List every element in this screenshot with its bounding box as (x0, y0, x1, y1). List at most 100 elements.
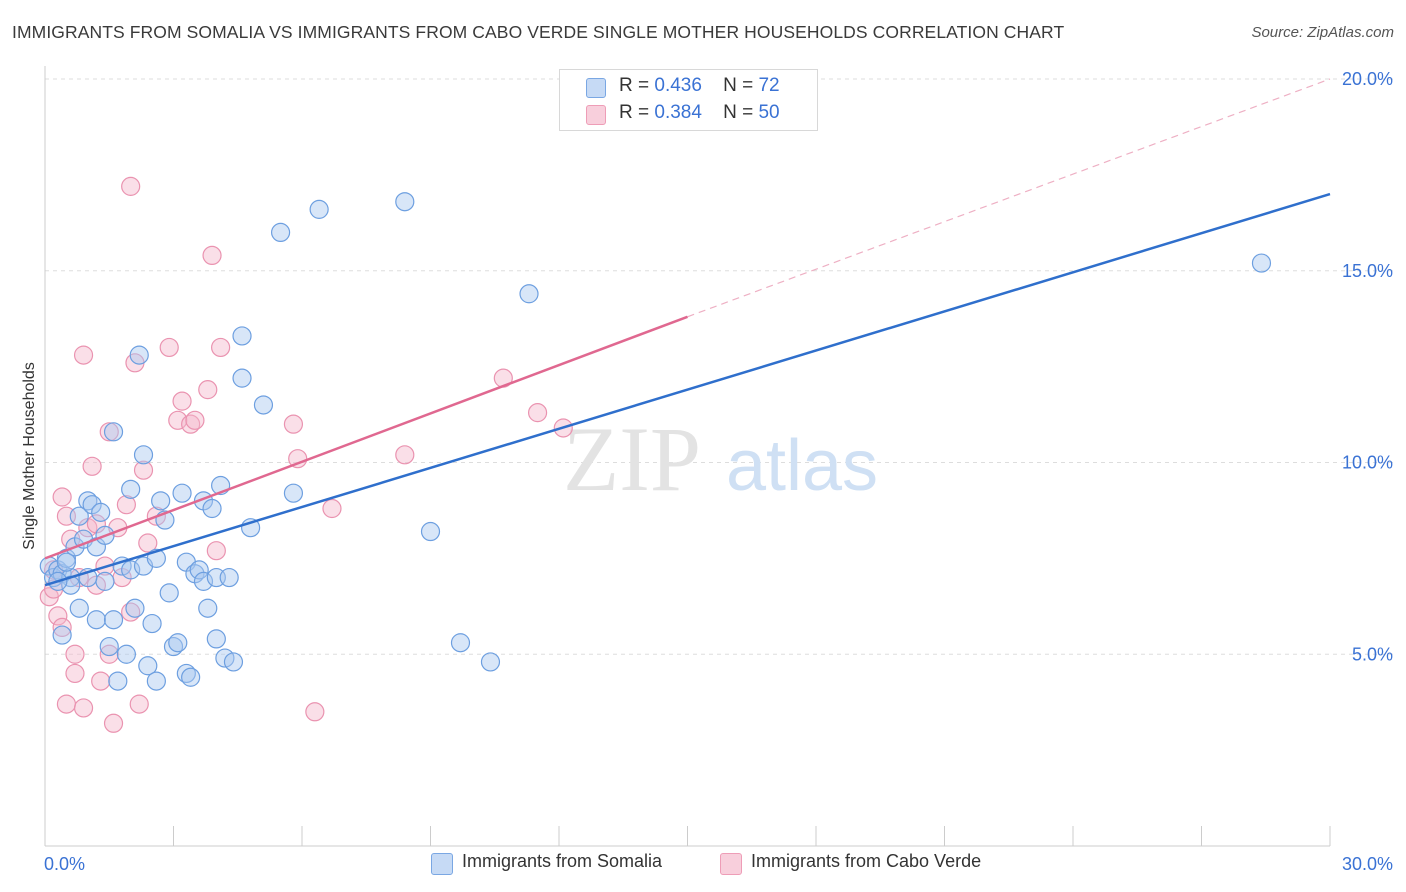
legend-r-label: R = (619, 75, 650, 96)
axes (44, 66, 1331, 847)
trend-lines (44, 78, 1331, 587)
caboverde-point (283, 414, 304, 434)
y-tick-label: 10.0% (1342, 453, 1393, 473)
caboverde-point (138, 533, 158, 553)
caboverde-point (99, 422, 119, 442)
somalia-point (108, 671, 128, 691)
somalia-point (181, 667, 201, 687)
somalia-point (91, 502, 111, 522)
somalia-point (99, 636, 119, 657)
somalia-point (253, 395, 274, 415)
caboverde-point (52, 617, 72, 638)
somalia-points (39, 192, 1272, 691)
chart-title: IMMIGRANTS FROM SOMALIA VS IMMIGRANTS FR… (12, 22, 1065, 42)
somalia-point (219, 567, 239, 588)
somalia-point (519, 284, 539, 304)
caboverde-point (185, 410, 205, 430)
somalia-point (52, 625, 72, 645)
caboverde-legend-swatch (720, 853, 742, 875)
somalia-point (168, 633, 188, 653)
caboverde-point (65, 644, 85, 664)
x-tick-label: 0.0% (44, 854, 85, 874)
grid-lines (45, 78, 1395, 655)
caboverde-point (129, 694, 149, 714)
caboverde-point (527, 403, 548, 423)
somalia-point (172, 483, 192, 503)
somalia-point (69, 506, 89, 526)
caboverde-point (133, 460, 154, 480)
watermark-zip: ZIP (563, 408, 701, 510)
somalia-point (232, 326, 252, 346)
source-label: Source: ZipAtlas.com (1251, 24, 1394, 41)
somalia-point (56, 552, 77, 572)
caboverde-point (99, 644, 119, 664)
somalia-point (125, 598, 145, 618)
caboverde-trend-line (44, 315, 688, 560)
caboverde-point (168, 410, 188, 430)
caboverde-point (172, 391, 192, 411)
somalia-point (232, 368, 252, 388)
y-tick-label: 5.0% (1352, 644, 1393, 664)
caboverde-point (73, 345, 94, 365)
caboverde-point (116, 495, 136, 515)
caboverde-point (202, 245, 222, 266)
somalia-point (206, 629, 226, 649)
somalia-point (121, 479, 141, 499)
somalia-r-value: 0.436 (654, 75, 702, 96)
somalia-point (189, 560, 209, 580)
somalia-point (1251, 253, 1272, 273)
somalia-point (223, 652, 244, 672)
caboverde-legend-label: Immigrants from Cabo Verde (751, 851, 982, 871)
caboverde-point (73, 698, 94, 718)
somalia-trend-line (44, 192, 1331, 587)
tick-labels: 5.0% 10.0% 15.0% 20.0% 0.0% 30.0% (44, 69, 1393, 874)
somalia-point (270, 222, 291, 242)
somalia-point (69, 598, 89, 618)
somalia-point (309, 199, 329, 219)
somalia-point (86, 610, 107, 630)
caboverde-point (91, 671, 111, 691)
caboverde-point (82, 456, 102, 476)
caboverde-trend-extension (687, 78, 1331, 318)
caboverde-point (211, 337, 231, 358)
somalia-legend-label: Immigrants from Somalia (462, 851, 663, 871)
somalia-point (151, 491, 171, 511)
somalia-point (121, 560, 141, 580)
caboverde-point (198, 380, 218, 400)
somalia-point (103, 610, 124, 630)
somalia-n-value: 72 (758, 75, 780, 96)
somalia-point (116, 644, 136, 664)
caboverde-point (206, 541, 226, 561)
caboverde-point (305, 702, 325, 722)
somalia-point (420, 521, 441, 542)
somalia-point (95, 571, 115, 591)
caboverde-point (395, 445, 415, 465)
y-tick-label: 15.0% (1342, 261, 1393, 281)
caboverde-point (65, 663, 85, 684)
caboverde-swatch (586, 105, 606, 125)
somalia-point (450, 633, 471, 653)
caboverde-point (103, 713, 124, 733)
somalia-swatch (586, 78, 606, 98)
watermark-atlas: atlas (726, 426, 878, 506)
somalia-point (283, 483, 304, 503)
caboverde-point (56, 694, 77, 714)
correlation-legend: R = 0.436 N = 72 R = 0.384 N = 50 (559, 69, 818, 131)
somalia-point (159, 583, 179, 603)
somalia-point (142, 613, 162, 634)
somalia-point (193, 571, 214, 591)
caboverde-point (159, 337, 179, 358)
y-tick-label: 20.0% (1342, 69, 1393, 89)
caboverde-point (52, 487, 72, 507)
legend-r-label: R = (619, 102, 650, 123)
caboverde-point (121, 176, 141, 196)
somalia-point (129, 345, 149, 365)
caboverde-r-value: 0.384 (654, 102, 702, 123)
x-tick-label: 30.0% (1342, 854, 1393, 874)
somalia-point (395, 192, 415, 212)
somalia-legend-swatch (431, 853, 453, 875)
caboverde-n-value: 50 (758, 102, 780, 123)
somalia-point (198, 598, 218, 618)
legend-n-label: N = (723, 75, 754, 96)
